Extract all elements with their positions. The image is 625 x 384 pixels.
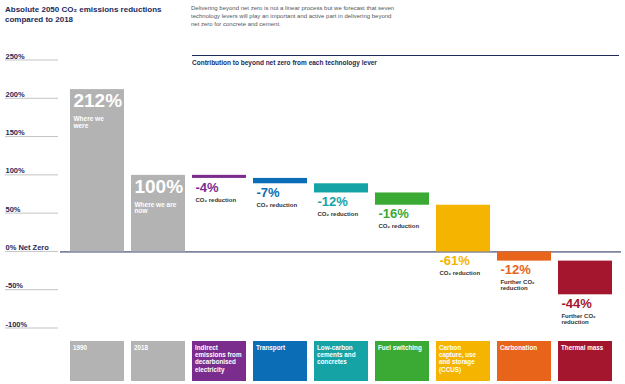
svg-text:CO₂ reduction: CO₂ reduction [256,202,297,208]
html-text:Transport: Transport [256,344,285,351]
svg-text:-4%: -4% [195,180,219,195]
html-text:Contribution to beyond net zer: Contribution to beyond net zero from eac… [192,59,377,66]
svg-text:CO₂ reduction: CO₂ reduction [439,270,480,276]
svg-text:Further CO₂reduction: Further CO₂reduction [561,313,596,325]
svg-text:0% Net Zero: 0% Net Zero [6,243,50,252]
html-text:1990: 1990 [73,344,87,351]
html-text:Delivering beyond net zero is: Delivering beyond net zero is not a line… [191,5,395,27]
html-text:2018: 2018 [134,344,148,351]
svg-text:-44%: -44% [561,296,592,311]
svg-text:100%: 100% [6,166,26,175]
svg-text:250%: 250% [6,52,26,61]
svg-text:-12%: -12% [317,194,348,209]
svg-text:Where we arenow: Where we arenow [134,201,176,215]
svg-text:-16%: -16% [378,206,409,221]
html-text:Absolute 2050 CO₂ emissions re: Absolute 2050 CO₂ emissions reductions c… [5,5,162,24]
html-text:Carbon capture, use and storag: Carbon capture, use and storage (CCUS) [439,344,477,373]
html-text:Fuel switching: Fuel switching [378,344,422,351]
svg-text:-50%: -50% [6,281,24,290]
svg-text:200%: 200% [6,90,26,99]
svg-text:CO₂ reduction: CO₂ reduction [317,211,358,217]
html-text:Low-carbon cements and concret: Low-carbon cements and concretes [317,344,356,366]
svg-text:CO₂ reduction: CO₂ reduction [195,197,236,203]
html-text:Carbonation: Carbonation [500,344,538,351]
svg-text:Where wewere: Where wewere [72,115,104,129]
html-text:Indirect emissions from decarb: Indirect emissions from decarbonised ele… [195,344,242,373]
svg-text:-100%: -100% [6,320,28,329]
html-text:Thermal mass: Thermal mass [561,344,604,351]
svg-text:-12%: -12% [500,262,531,277]
svg-text:100%: 100% [134,176,183,197]
svg-text:-61%: -61% [439,253,470,268]
svg-text:Further CO₂reduction: Further CO₂reduction [500,279,535,291]
svg-text:212%: 212% [73,90,122,111]
svg-text:150%: 150% [6,128,26,137]
svg-text:50%: 50% [6,205,21,214]
svg-text:CO₂ reduction: CO₂ reduction [378,223,419,229]
svg-text:-7%: -7% [256,185,280,200]
